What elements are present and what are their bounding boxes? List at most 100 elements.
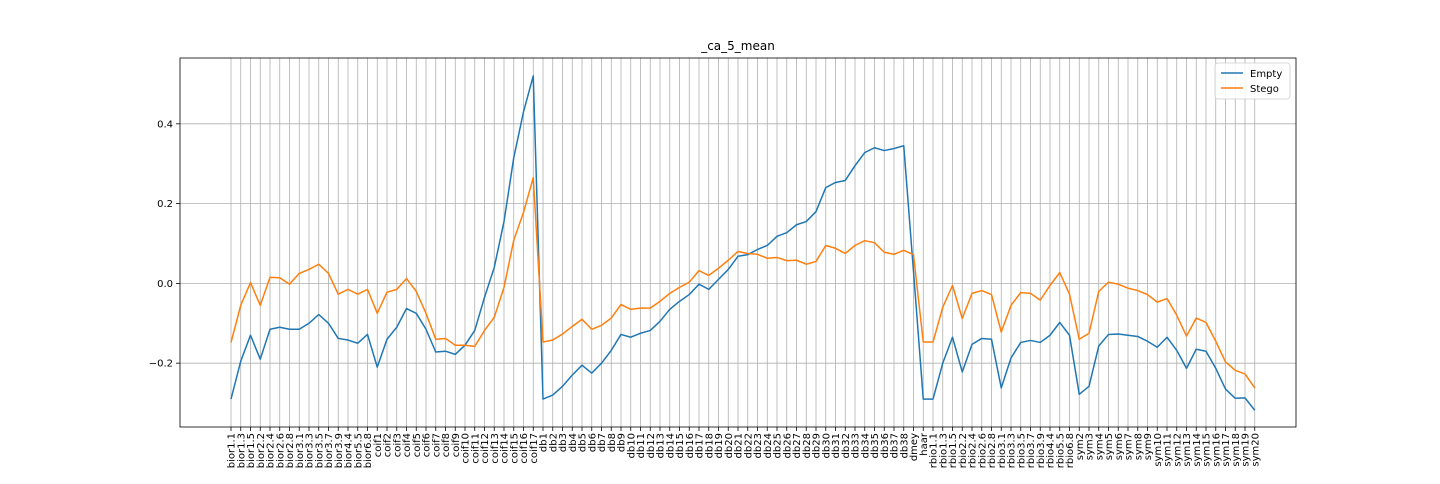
x-tick-label: db7 (597, 433, 608, 452)
x-tick-label: db38 (899, 433, 910, 458)
x-tick-label: bior2.6 (275, 433, 286, 468)
y-tick-label: 0.0 (157, 279, 173, 290)
legend-label-empty: Empty (1250, 69, 1282, 80)
x-tick-label: sym11 (1163, 433, 1174, 467)
x-tick-label: bior3.1 (295, 433, 306, 468)
x-tick-label: haar (919, 432, 930, 456)
x-tick-label: sym13 (1182, 433, 1193, 467)
x-tick-label: coif6 (422, 433, 433, 457)
x-tick-label: coif13 (490, 433, 501, 464)
x-tick-label: coif14 (500, 433, 511, 464)
x-tick-label: rbio1.1 (929, 433, 940, 468)
x-tick-label: db30 (821, 433, 832, 458)
x-tick-label: rbio2.8 (987, 433, 998, 468)
x-tick-label: db13 (656, 433, 667, 458)
x-tick-label: sym7 (1124, 433, 1135, 460)
y-tick-label: 0.2 (157, 199, 173, 210)
x-tick-label: db6 (587, 433, 598, 452)
x-tick-label: coif5 (412, 433, 423, 457)
x-tick-label: rbio2.2 (958, 433, 969, 468)
x-tick-label: sym18 (1231, 433, 1242, 467)
x-tick-label: db34 (860, 433, 871, 458)
x-tick-label: sym14 (1192, 433, 1203, 467)
x-tick-label: bior1.1 (227, 433, 238, 468)
x-tick-label: bior1.5 (246, 433, 257, 468)
x-tick-label: coif15 (509, 433, 520, 464)
x-tick-label: coif3 (392, 433, 403, 457)
x-tick-label: coif10 (461, 433, 472, 464)
x-tick-label: bior2.8 (285, 433, 296, 468)
x-tick-label: rbio3.1 (997, 433, 1008, 468)
x-tick-label: rbio2.6 (977, 433, 988, 468)
x-tick-label: db14 (665, 433, 676, 458)
x-tick-label: db16 (685, 433, 696, 458)
x-tick-label: db28 (802, 433, 813, 458)
series-line-stego (230, 176, 1256, 389)
x-tick-label: rbio3.7 (1026, 433, 1037, 468)
y-axis-ticks: −0.2 0.0 0.2 0.4 (149, 119, 180, 370)
x-tick-label: bior2.4 (266, 433, 277, 468)
x-tick-label: coif11 (470, 433, 481, 464)
x-tick-label: db15 (675, 433, 686, 458)
x-tick-label: sym19 (1241, 433, 1252, 467)
y-tick-label: −0.2 (149, 359, 173, 370)
x-tick-label: rbio1.5 (948, 433, 959, 468)
x-tick-label: rbio6.8 (1065, 433, 1076, 468)
x-tick-label: sym9 (1143, 433, 1154, 460)
legend: Empty Stego (1214, 62, 1291, 100)
x-tick-label: db2 (548, 433, 559, 452)
x-tick-label: rbio5.5 (1055, 433, 1066, 468)
x-tick-label: bior3.7 (324, 433, 335, 468)
x-tick-label: sym3 (1085, 433, 1096, 460)
x-tick-label: db3 (558, 433, 569, 452)
x-tick-label: db18 (704, 433, 715, 458)
x-tick-label: rbio1.3 (938, 433, 949, 468)
x-tick-label: db12 (646, 433, 657, 458)
x-tick-label: bior1.3 (236, 433, 247, 468)
x-tick-label: db5 (578, 433, 589, 452)
x-tick-label: coif16 (519, 433, 530, 464)
x-tick-label: db1 (539, 433, 550, 452)
series-line-empty (230, 75, 1256, 411)
x-tick-label: db20 (724, 433, 735, 458)
series-lines (230, 75, 1256, 411)
x-tick-label: rbio3.3 (1007, 433, 1018, 468)
x-tick-label: db32 (841, 433, 852, 458)
x-tick-label: bior2.2 (256, 433, 267, 468)
x-tick-label: db26 (782, 433, 793, 458)
x-tick-label: rbio3.9 (1036, 433, 1047, 468)
x-tick-label: sym5 (1104, 433, 1115, 460)
x-tick-label: coif1 (373, 433, 384, 457)
y-tick-label: 0.4 (157, 119, 173, 130)
x-tick-label: db9 (617, 433, 628, 452)
x-tick-label: sym8 (1133, 433, 1144, 460)
x-tick-label: db23 (753, 433, 764, 458)
x-tick-label: db33 (851, 433, 862, 458)
x-tick-label: sym4 (1094, 433, 1105, 460)
x-tick-label: db22 (743, 433, 754, 458)
x-tick-label: coif7 (431, 433, 442, 457)
x-tick-label: coif8 (441, 433, 452, 457)
x-tick-label: sym6 (1114, 433, 1125, 460)
x-tick-label: coif4 (402, 433, 413, 457)
x-tick-label: db35 (870, 433, 881, 458)
x-tick-label: bior3.9 (334, 433, 345, 468)
x-tick-label: db21 (734, 433, 745, 458)
x-tick-label: sym15 (1202, 433, 1213, 467)
x-tick-label: db19 (714, 433, 725, 458)
x-tick-label: sym12 (1172, 433, 1183, 467)
x-tick-label: db36 (880, 433, 891, 458)
x-tick-label: db24 (763, 433, 774, 458)
x-tick-label: coif12 (480, 433, 491, 464)
x-tick-label: dmey (909, 433, 920, 461)
x-tick-label: bior6.8 (363, 433, 374, 468)
legend-box (1214, 62, 1291, 100)
x-tick-label: db25 (773, 433, 784, 458)
x-tick-label: rbio4.4 (1046, 433, 1057, 468)
x-tick-label: coif9 (451, 433, 462, 457)
x-tick-label: sym16 (1211, 433, 1222, 467)
x-tick-label: db17 (695, 433, 706, 458)
grid-lines (180, 58, 1296, 427)
x-tick-label: bior3.5 (314, 433, 325, 468)
